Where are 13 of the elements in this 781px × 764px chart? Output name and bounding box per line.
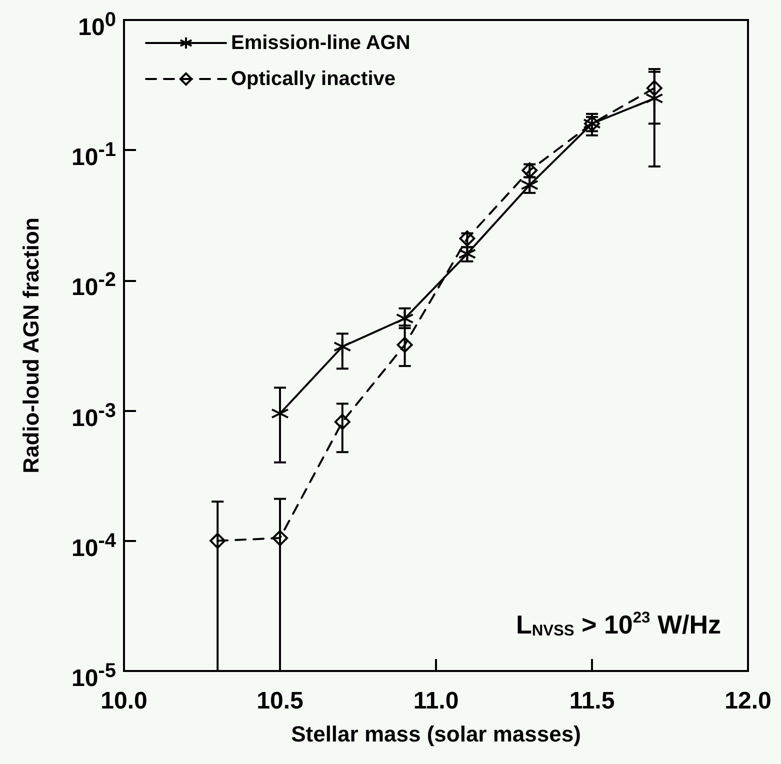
y-tick-label: 10$^{-2}$ <box>72 268 116 304</box>
legend-label: Optically inactive <box>231 68 396 90</box>
legend-label: Emission-line AGN <box>231 32 410 54</box>
y-tick-label: 10$^{-1}$ <box>72 138 116 174</box>
x-tick-label: 12.0 <box>724 688 772 714</box>
y-tick-label: 10$^{-3}$ <box>72 398 116 434</box>
x-tick-label: 10.5 <box>256 688 304 714</box>
y-tick-label: 10$^{0}$ <box>78 8 116 43</box>
y-axis-title: Radio-loud AGN fraction <box>18 218 44 474</box>
y-tick-label: 10$^{-4}$ <box>72 528 116 564</box>
x-axis-title: Stellar mass (solar masses) <box>291 722 581 746</box>
x-tick-label: 11.0 <box>413 688 459 714</box>
x-tick-label: 11.5 <box>569 688 615 714</box>
